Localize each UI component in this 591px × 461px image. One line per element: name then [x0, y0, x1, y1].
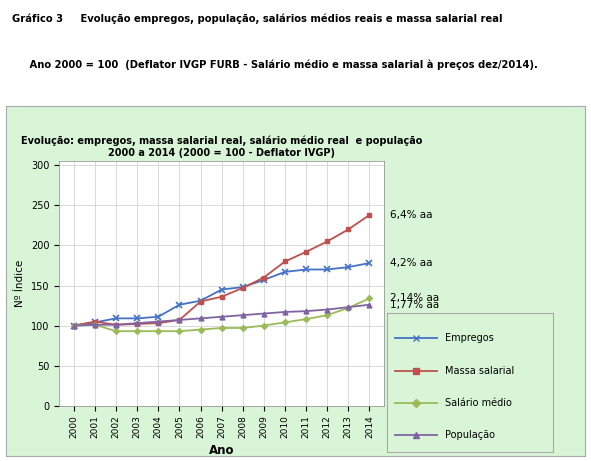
Text: 1,77% aa: 1,77% aa: [390, 300, 439, 310]
Line: Massa salarial: Massa salarial: [72, 213, 372, 328]
Empregos: [239, 284, 246, 290]
Empregos: [197, 298, 204, 303]
Empregos: [112, 316, 119, 321]
Massa salarial: [70, 323, 77, 328]
Salário médio: [218, 325, 225, 331]
Salário médio: [281, 319, 288, 325]
Massa salarial: [176, 317, 183, 323]
População: [112, 322, 119, 327]
População: [218, 314, 225, 319]
Massa salarial: [134, 321, 141, 327]
Massa salarial: [155, 320, 162, 326]
Text: Salário médio: Salário médio: [445, 398, 512, 408]
População: [239, 313, 246, 318]
Empregos: [70, 323, 77, 328]
Text: 4,2% aa: 4,2% aa: [390, 258, 433, 268]
Salário médio: [197, 327, 204, 332]
Text: 2,14% aa: 2,14% aa: [390, 293, 439, 303]
Empregos: [281, 269, 288, 275]
Text: População: População: [445, 430, 495, 440]
Salário médio: [70, 323, 77, 328]
Empregos: [134, 316, 141, 321]
Empregos: [92, 319, 99, 325]
Empregos: [218, 287, 225, 292]
Y-axis label: Nº Índice: Nº Índice: [15, 260, 25, 307]
Massa salarial: [239, 285, 246, 291]
Empregos: [260, 277, 267, 283]
Salário médio: [134, 328, 141, 334]
Salário médio: [112, 328, 119, 334]
Text: Empregos: Empregos: [445, 333, 493, 343]
Empregos: [345, 264, 352, 270]
Empregos: [176, 302, 183, 307]
Massa salarial: [303, 249, 310, 254]
População: [260, 311, 267, 316]
Massa salarial: [92, 319, 99, 325]
População: [303, 308, 310, 314]
Massa salarial: [366, 212, 373, 218]
Text: Massa salarial: Massa salarial: [445, 366, 514, 376]
Empregos: [303, 267, 310, 272]
Line: População: População: [72, 302, 372, 328]
Text: Ano 2000 = 100  (Deflator IVGP FURB - Salário médio e massa salarial à preços de: Ano 2000 = 100 (Deflator IVGP FURB - Sal…: [12, 60, 538, 71]
População: [345, 304, 352, 310]
Salário médio: [345, 305, 352, 311]
Massa salarial: [345, 227, 352, 232]
Salário médio: [239, 325, 246, 331]
Empregos: [155, 314, 162, 319]
Salário médio: [176, 328, 183, 334]
População: [134, 320, 141, 326]
Massa salarial: [324, 239, 331, 244]
Empregos: [324, 267, 331, 272]
População: [155, 319, 162, 325]
Salário médio: [366, 296, 373, 301]
Massa salarial: [112, 322, 119, 327]
População: [176, 317, 183, 323]
Salário médio: [92, 322, 99, 327]
Salário médio: [303, 316, 310, 322]
População: [70, 323, 77, 328]
População: [366, 302, 373, 307]
População: [197, 316, 204, 321]
X-axis label: Ano: Ano: [209, 444, 235, 457]
Massa salarial: [218, 294, 225, 300]
Text: Gráfico 3     Evolução empregos, população, salários médios reais e massa salari: Gráfico 3 Evolução empregos, população, …: [12, 14, 502, 24]
População: [281, 309, 288, 315]
Line: Salário médio: Salário médio: [72, 296, 372, 333]
Massa salarial: [281, 259, 288, 264]
População: [92, 322, 99, 327]
Salário médio: [260, 323, 267, 328]
Salário médio: [324, 313, 331, 318]
Title: Evolução: empregos, massa salarial real, salário médio real  e população
2000 a : Evolução: empregos, massa salarial real,…: [21, 136, 423, 158]
Massa salarial: [260, 275, 267, 280]
Line: Empregos: Empregos: [71, 260, 372, 328]
Text: 6,4% aa: 6,4% aa: [390, 210, 433, 220]
Massa salarial: [197, 299, 204, 304]
População: [324, 307, 331, 312]
Salário médio: [155, 328, 162, 334]
Empregos: [366, 260, 373, 266]
